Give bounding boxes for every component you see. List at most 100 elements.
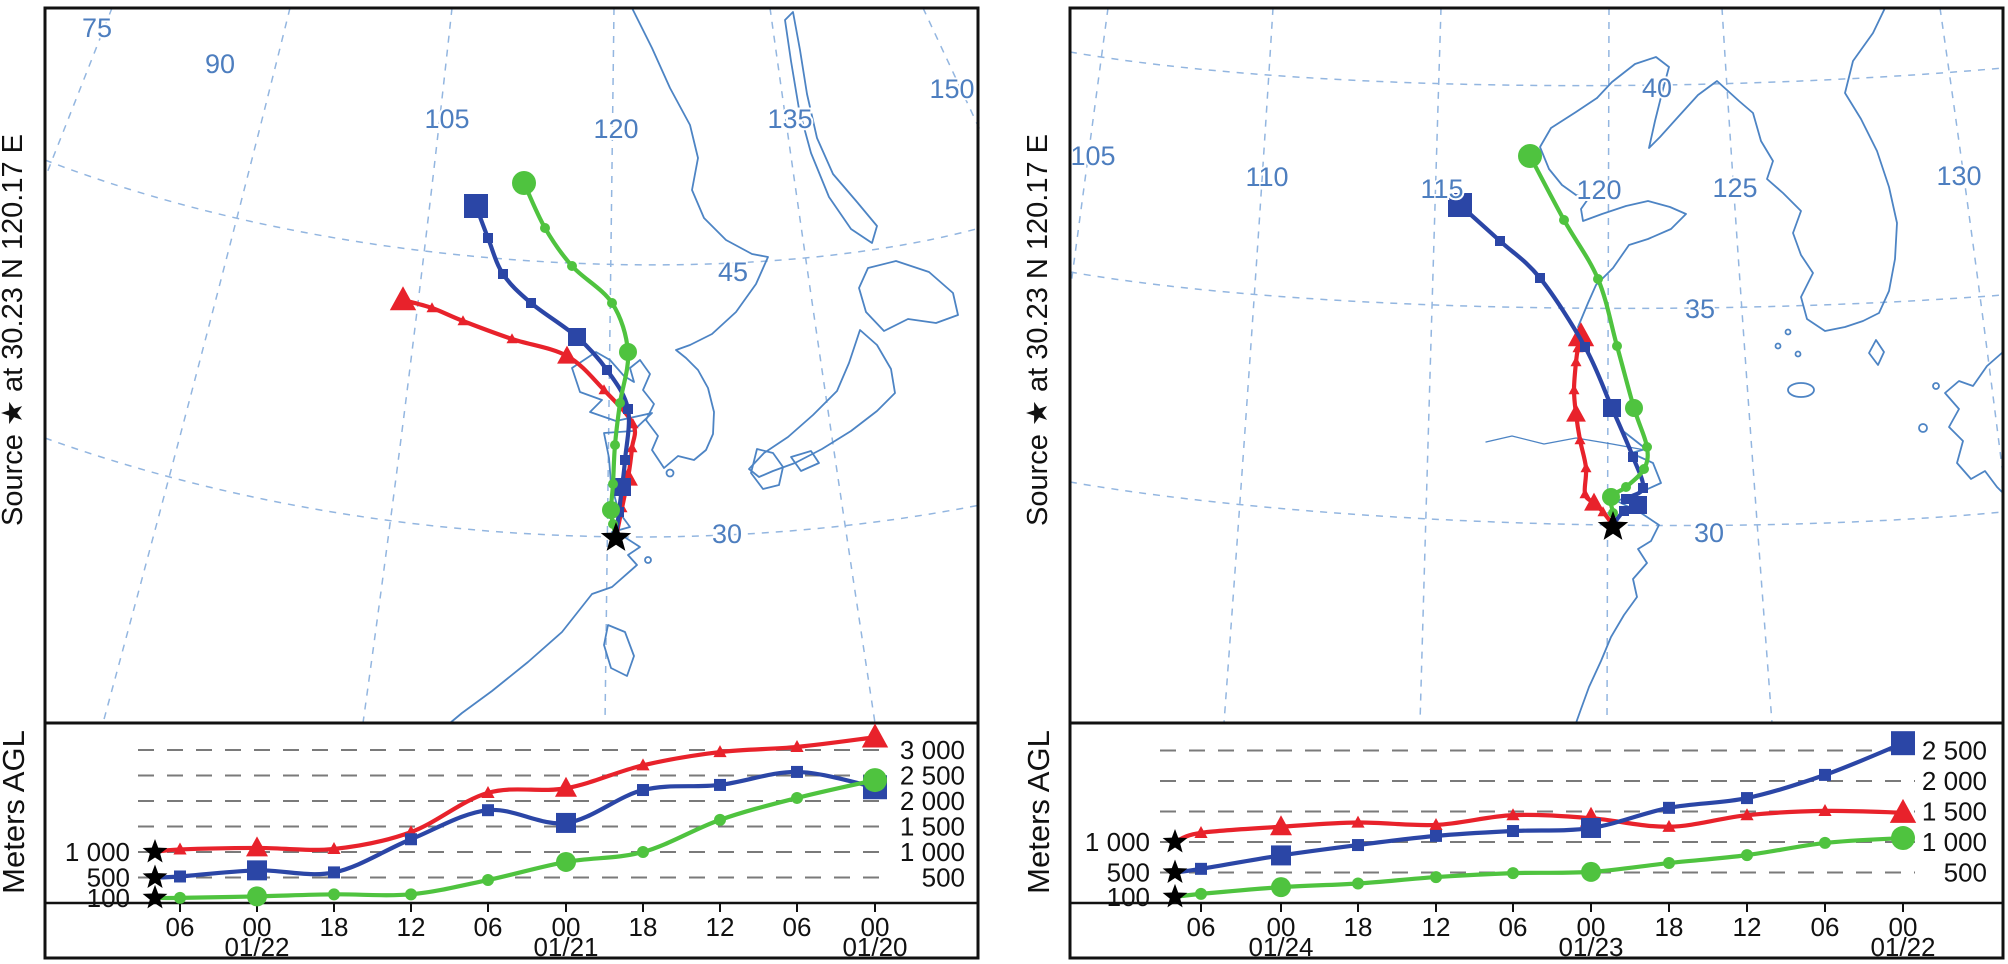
altitude-right-label: 500 — [922, 863, 965, 893]
altitude-marker — [1194, 825, 1208, 838]
altitude-left-label: 1 000 — [1085, 827, 1150, 857]
trajectory-marker — [607, 298, 617, 308]
time-tick-label: 00 — [1889, 912, 1918, 942]
time-tick-label: 12 — [397, 912, 426, 942]
altitude-marker — [1430, 871, 1442, 884]
time-tick-label: 06 — [166, 912, 195, 942]
trajectory-marker — [498, 269, 508, 279]
trajectory-marker — [1495, 236, 1505, 246]
trajectory-marker — [1603, 399, 1621, 417]
map-left: 75 90 105 120 135 150 45 30 — [80, 11, 977, 551]
trajectory-path-trajectory-500m — [1457, 202, 1646, 528]
trajectory-marker — [626, 442, 638, 453]
trajectory-marker — [602, 501, 620, 519]
altitude-marker — [1351, 815, 1365, 828]
trajectory-marker — [1612, 341, 1622, 351]
altitude-marker — [1819, 836, 1831, 849]
altitude-marker — [482, 804, 494, 817]
trajectory-marker — [464, 194, 488, 218]
trajectory-marker — [1628, 452, 1638, 462]
time-tick-label: 00 — [861, 912, 890, 942]
source-star-icon — [600, 522, 632, 551]
altitude-left-label: 100 — [1107, 882, 1150, 912]
longitude-label: 120 — [1576, 175, 1621, 205]
altitude-left-label: 100 — [87, 883, 130, 913]
map-trajectories-layer: 75 90 105 120 135 150 45 30 105 110 115 120 125 130 40… — [80, 11, 1984, 551]
trajectory-marker — [506, 333, 518, 344]
trajectory-marker — [1570, 356, 1582, 367]
latitude-label: 40 — [1642, 73, 1672, 103]
altitude-marker — [637, 784, 649, 797]
latitude-label: 30 — [712, 519, 742, 549]
graticule-left-map — [44, 7, 981, 724]
longitude-label: 120 — [593, 114, 638, 144]
altitude-marker — [714, 813, 726, 826]
altitude-marker — [173, 842, 187, 855]
right-map-frame — [1068, 6, 2005, 725]
altitude-marker — [1663, 857, 1675, 870]
trajectory-marker — [1580, 462, 1592, 473]
altitude-start-star-icon — [142, 864, 168, 888]
altitude-left-label: 500 — [87, 863, 130, 893]
time-tick-label: 12 — [706, 912, 735, 942]
altitude-marker — [1507, 867, 1519, 880]
graticule-right-map — [1069, 7, 2004, 724]
altitude-right-label: 2 500 — [1922, 736, 1987, 766]
trajectory-marker — [568, 328, 586, 346]
time-tick-label: 06 — [1811, 912, 1840, 942]
trajectory-marker — [389, 286, 417, 311]
date-label: 01/21 — [533, 932, 598, 962]
altitude-marker — [1581, 861, 1601, 882]
altitude-marker — [174, 891, 186, 904]
altitude-marker — [791, 791, 803, 804]
trajectory-marker — [426, 302, 438, 313]
date-label: 01/24 — [1248, 932, 1313, 962]
meters-agl-label-right: Meters AGL — [1021, 730, 1056, 894]
altitude-left-label: 1 000 — [65, 837, 130, 867]
altitude-marker — [863, 768, 887, 793]
altitude-marker — [555, 776, 577, 797]
trajectory-marker — [1639, 464, 1649, 474]
altitude-marker — [328, 888, 340, 901]
altitude-right-label: 1 500 — [1922, 797, 1987, 827]
altitude-marker — [247, 886, 267, 907]
trajectory-marker — [1621, 482, 1631, 492]
altitude-marker — [405, 833, 417, 846]
longitude-label: 90 — [205, 49, 235, 79]
trajectory-marker — [1642, 442, 1652, 452]
time-tick-label: 12 — [1422, 912, 1451, 942]
altitude-right-label: 3 000 — [900, 735, 965, 765]
altitude-marker — [713, 745, 727, 758]
time-tick-label: 06 — [1499, 912, 1528, 942]
altitude-right-label: 1 000 — [1922, 827, 1987, 857]
date-label: 01/22 — [1870, 932, 1935, 962]
altitude-series-path-height-1000m — [152, 735, 878, 855]
altitude-start-star-icon — [142, 839, 168, 863]
trajectory-marker — [598, 384, 610, 395]
altitude-start-star-icon — [1162, 829, 1188, 853]
longitude-label: 105 — [1070, 141, 1115, 171]
trajectory-marker — [608, 479, 618, 489]
coastlines-right-map — [1485, 7, 2004, 724]
altitude-marker — [861, 723, 889, 748]
altitude-marker — [1352, 839, 1364, 852]
trajectory-marker — [602, 365, 612, 375]
altitude-marker — [1819, 768, 1831, 781]
longitude-label: 150 — [929, 74, 974, 104]
altitude-marker — [1740, 808, 1754, 821]
trajectory-marker — [457, 315, 469, 326]
altitude-marker — [1506, 808, 1520, 821]
coastlines-left-map — [449, 7, 959, 724]
altitude-right-label: 2 000 — [1922, 766, 1987, 796]
altitude-marker — [1818, 803, 1832, 816]
time-tick-label: 18 — [320, 912, 349, 942]
panel-frames — [43, 6, 2005, 960]
altitude-marker — [1429, 818, 1443, 831]
trajectory-marker — [1574, 434, 1586, 445]
altitude-start-star-icon — [1162, 883, 1188, 908]
